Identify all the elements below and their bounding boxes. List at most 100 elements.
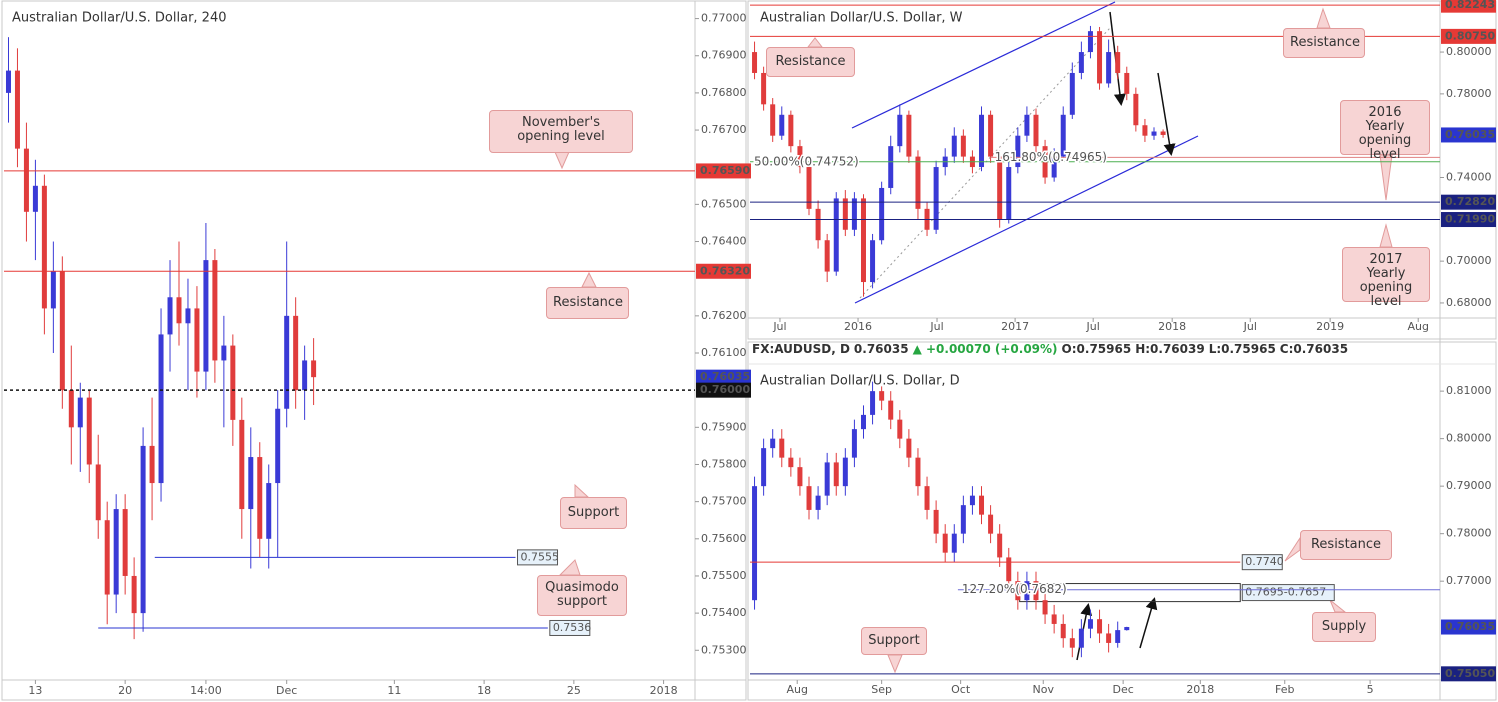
callout: Supply (1312, 612, 1376, 642)
candle-body (888, 146, 894, 188)
candle-body (95, 464, 101, 521)
price-tag: 0.76320 (700, 264, 750, 277)
callout-pointer (1379, 223, 1393, 248)
candle-body (1160, 131, 1166, 135)
candle-body (59, 271, 65, 391)
candle-body (1006, 167, 1012, 220)
candle-body (897, 419, 903, 439)
candle-body (41, 185, 47, 309)
candle-body (788, 457, 794, 468)
candle-body (969, 495, 975, 506)
candle-body (167, 297, 173, 335)
callout: Resistance (766, 47, 855, 77)
candle-body (5, 70, 11, 93)
x-tick-label: 11 (387, 684, 401, 697)
candle-body (979, 114, 985, 168)
y-tick-label: 0.79000 (1446, 479, 1492, 492)
candle-body (1151, 131, 1157, 136)
candle-body (988, 514, 994, 534)
candle-body (1115, 630, 1121, 643)
callout: Resistance (1283, 28, 1365, 58)
callout: 2016 Yearly opening level (1340, 100, 1430, 162)
candle-body (779, 438, 785, 458)
candle-body (833, 198, 839, 272)
candle-body (122, 509, 128, 576)
candle-body (1078, 628, 1084, 648)
candle-body (1033, 114, 1039, 147)
candle-body (50, 271, 56, 309)
y-tick-label: 0.80000 (1446, 432, 1492, 445)
candle-body (158, 334, 164, 484)
level-tag: 0.7740 (1245, 555, 1284, 568)
candle-body (257, 457, 263, 539)
candle-body (960, 135, 966, 157)
x-tick-label: 25 (567, 684, 581, 697)
chart-title: Australian Dollar/U.S. Dollar, 240 (12, 11, 227, 26)
price-tag: 0.71990 (1445, 213, 1495, 226)
x-tick-label: Dec (1112, 683, 1133, 696)
arrow (1139, 597, 1158, 649)
y-tick-label: 0.75600 (701, 532, 747, 545)
candle-body (1106, 633, 1112, 643)
candle-body (1069, 638, 1075, 648)
candle-body (860, 198, 866, 283)
price-tag: 0.76000 (700, 383, 750, 396)
callout-pointer (558, 559, 581, 576)
y-tick-label: 0.76100 (701, 346, 747, 359)
y-tick-label: 0.70000 (1446, 254, 1492, 267)
price-tag-box (1441, 194, 1496, 210)
candle-body (1024, 114, 1030, 136)
candle-body (906, 114, 912, 157)
quote-bar: FX:AUDUSD, D 0.76035 ▲ +0.00070 (+0.09%)… (752, 342, 1348, 356)
x-tick-label: Nov (1033, 683, 1055, 696)
candle-body (1060, 114, 1066, 157)
price-tag-box (1441, 619, 1496, 635)
candle-body (230, 345, 236, 420)
candle-body (824, 240, 830, 272)
price-tag-box (1441, 212, 1496, 228)
x-tick-label: 2018 (650, 684, 678, 697)
candle-body (779, 114, 785, 136)
low: L:0.75965 (1208, 342, 1276, 356)
chart-title: Australian Dollar/U.S. Dollar, D (760, 374, 960, 389)
candle-body (1051, 614, 1057, 624)
price-tag-box (1441, 28, 1496, 44)
candle-body (302, 360, 308, 391)
callout-pointer (574, 483, 590, 498)
drawings (554, 1, 1393, 674)
candle-body (68, 390, 74, 428)
candle-body (897, 114, 903, 147)
callout: Quasimodo support (537, 575, 627, 616)
candle-body (1069, 72, 1075, 115)
x-tick-label: Sep (871, 683, 892, 696)
candle-body (988, 114, 994, 157)
price-tag-box (1441, 666, 1496, 682)
callout: Support (560, 497, 627, 529)
candle-body (149, 445, 155, 484)
candle-body (1106, 52, 1112, 84)
y-tick-label: 0.76900 (701, 49, 747, 62)
zone-tag-box (1241, 584, 1335, 602)
x-tick-label: Jul (1086, 320, 1100, 333)
candle-body (1060, 623, 1066, 639)
callout-pointer (1379, 154, 1393, 201)
candle-body (203, 260, 209, 372)
y-tick-label: 0.74000 (1446, 171, 1492, 184)
candle-body (1124, 72, 1130, 94)
candle-body (1015, 135, 1021, 168)
x-tick-label: Jul (772, 320, 786, 333)
level-tag: 0.7536 (553, 621, 592, 634)
candle-body (933, 167, 939, 230)
candle-body (311, 360, 317, 378)
candle-body (212, 260, 218, 361)
candle-body (942, 533, 948, 553)
callout-pointer (554, 151, 570, 170)
price-tag: 0.76035 (700, 370, 750, 383)
candle-body (824, 462, 830, 496)
candle-body (752, 486, 758, 601)
callout: Resistance (546, 287, 629, 319)
x-tick-label: Dec (276, 684, 297, 697)
candle-body (788, 114, 794, 147)
y-tick-label: 0.76200 (701, 309, 747, 322)
